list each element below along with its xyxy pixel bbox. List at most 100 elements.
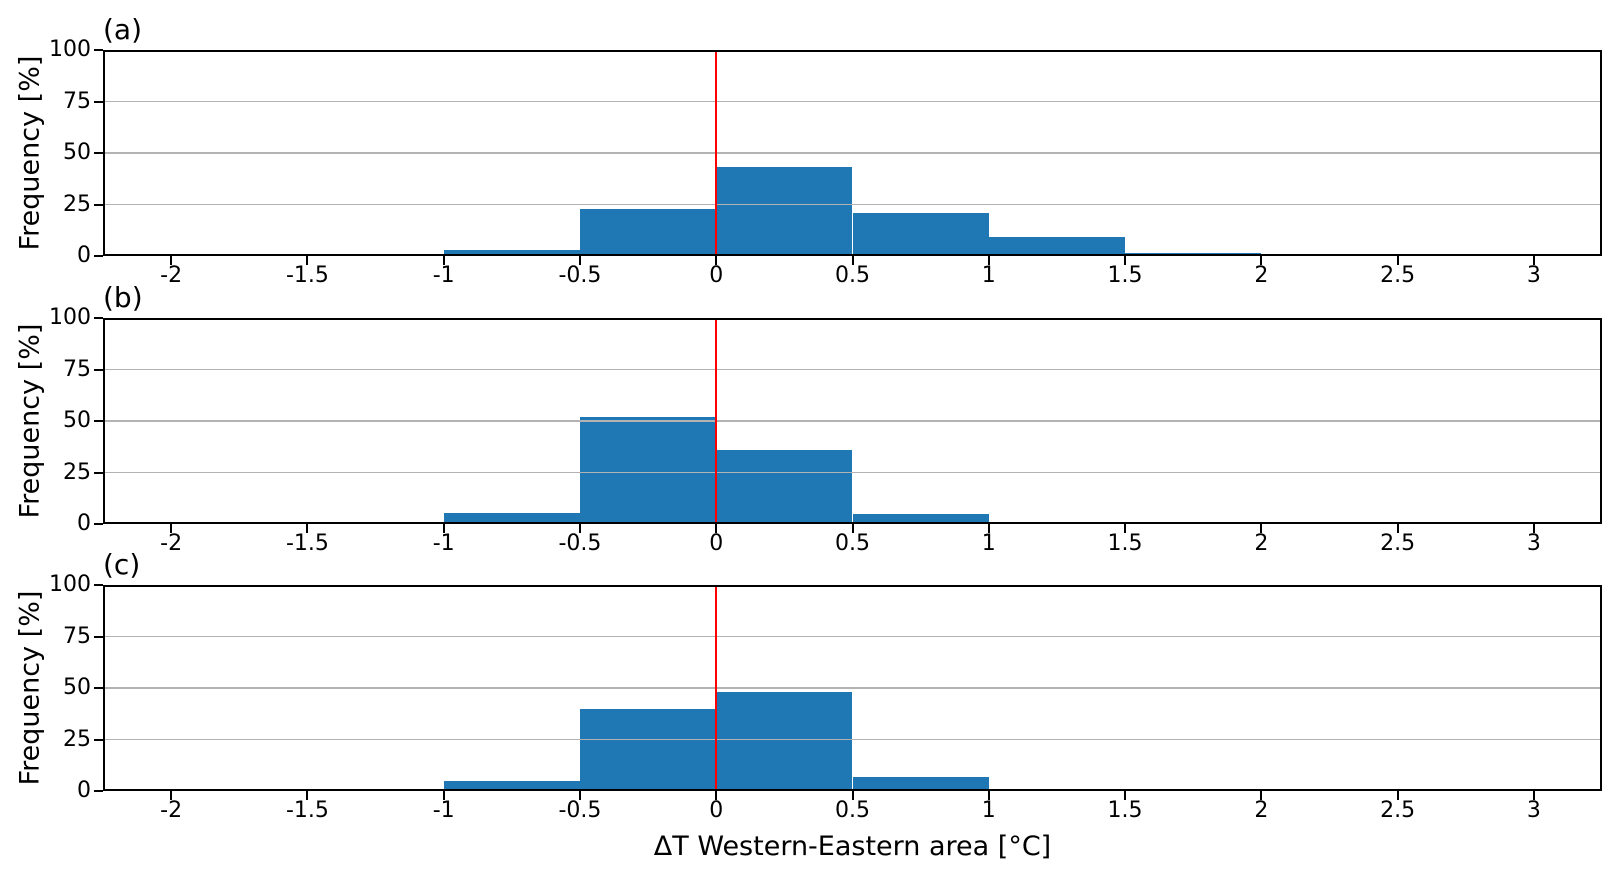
y-tick-label: 75	[63, 356, 91, 382]
x-tick-mark	[306, 256, 309, 265]
x-tick-mark	[170, 256, 173, 265]
x-tick-mark	[306, 791, 309, 800]
y-tick-mark	[94, 368, 103, 371]
histogram-bar	[716, 692, 853, 791]
x-tick-label: 2	[1254, 798, 1269, 823]
histogram-bar	[443, 249, 580, 256]
x-tick-mark	[1260, 524, 1263, 533]
histogram-bar	[307, 254, 444, 256]
x-tick-label: 0	[709, 531, 724, 556]
y-tick-mark	[94, 790, 103, 792]
x-tick-mark	[1124, 256, 1127, 265]
x-tick-label: 3	[1526, 531, 1541, 556]
y-tick-mark	[94, 152, 103, 154]
x-tick-label: -1	[432, 263, 455, 288]
x-tick-mark	[1124, 524, 1127, 533]
x-tick-mark	[578, 791, 581, 800]
x-tick-mark	[1260, 791, 1263, 800]
x-tick-label: 0	[709, 798, 724, 823]
x-tick-label: 1	[981, 263, 996, 288]
gridline	[103, 471, 1602, 474]
y-tick-label: 0	[77, 778, 91, 803]
x-tick-label: 0.5	[835, 798, 870, 823]
y-tick-mark	[94, 255, 103, 257]
plot-area-c	[94, 584, 1602, 800]
x-tick-label: -0.5	[558, 531, 602, 556]
histogram-bar	[988, 788, 1126, 791]
x-tick-label: 2	[1254, 263, 1269, 288]
x-tick-mark	[578, 256, 581, 265]
histogram-bar	[579, 416, 717, 524]
y-tick-mark	[94, 584, 103, 586]
x-tick-mark	[1396, 256, 1399, 265]
x-tick-label: 0	[709, 263, 724, 288]
histogram-bar	[1261, 254, 1398, 256]
x-tick-mark	[851, 256, 854, 265]
x-tick-mark	[170, 524, 173, 533]
histogram-bar	[988, 522, 1126, 524]
y-tick-label: 75	[63, 88, 91, 114]
y-tick-label: 0	[77, 511, 91, 536]
gridline	[103, 738, 1602, 741]
y-tick-label: 50	[63, 675, 91, 700]
gridline	[103, 100, 1602, 103]
x-tick-label: -0.5	[558, 798, 602, 823]
histogram-bar	[443, 780, 580, 791]
x-tick-label: 3	[1526, 798, 1541, 823]
histogram-bar	[988, 237, 1126, 256]
zero-reference-line	[714, 50, 718, 256]
x-tick-label: -2	[160, 798, 183, 823]
x-tick-mark	[987, 524, 990, 533]
y-tick-label: 75	[63, 623, 91, 649]
plot-area-a	[94, 49, 1602, 265]
x-tick-label: -0.5	[558, 263, 602, 288]
zero-reference-line	[714, 585, 718, 791]
x-tick-mark	[1396, 524, 1399, 533]
histogram-bar	[579, 208, 717, 256]
x-tick-mark	[442, 256, 445, 265]
gridline	[103, 687, 1602, 689]
x-tick-label: 2.5	[1380, 263, 1416, 288]
x-tick-label: 1.5	[1107, 531, 1143, 556]
panel-title-c: (c)	[103, 548, 141, 581]
x-tick-label: 0.5	[835, 263, 870, 288]
x-tick-mark	[715, 256, 718, 265]
panel-title-a: (a)	[103, 13, 143, 46]
gridline	[103, 420, 1602, 422]
x-tick-mark	[442, 791, 445, 800]
histogram-bar	[716, 167, 853, 256]
histogram-bar	[443, 512, 580, 524]
histogram-bar	[852, 776, 989, 791]
x-tick-mark	[306, 524, 309, 533]
x-tick-mark	[170, 791, 173, 800]
y-tick-mark	[94, 420, 103, 422]
y-tick-mark	[94, 49, 103, 51]
x-tick-label: -1	[432, 798, 455, 823]
x-tick-label: -2	[160, 531, 183, 556]
y-tick-label: 100	[49, 572, 91, 597]
x-tick-label: -1.5	[285, 263, 329, 288]
y-tick-mark	[94, 317, 103, 319]
y-tick-mark	[94, 738, 103, 741]
x-tick-label: -1.5	[285, 531, 329, 556]
histogram-bar	[307, 522, 444, 524]
x-tick-mark	[987, 791, 990, 800]
x-tick-mark	[1260, 256, 1263, 265]
x-tick-mark	[1532, 524, 1535, 533]
zero-reference-line	[714, 318, 718, 524]
gridline	[103, 635, 1602, 638]
x-tick-mark	[442, 524, 445, 533]
x-tick-mark	[715, 524, 718, 533]
x-tick-mark	[987, 256, 990, 265]
y-tick-mark	[94, 687, 103, 689]
panel-title-b: (b)	[103, 281, 143, 314]
y-tick-label: 100	[49, 37, 91, 62]
x-tick-label: 3	[1526, 263, 1541, 288]
y-tick-label: 50	[63, 408, 91, 433]
x-tick-label: 2	[1254, 531, 1269, 556]
y-tick-label: 25	[63, 459, 91, 485]
x-tick-mark	[578, 524, 581, 533]
y-tick-mark	[94, 100, 103, 103]
x-tick-label: -1.5	[285, 798, 329, 823]
